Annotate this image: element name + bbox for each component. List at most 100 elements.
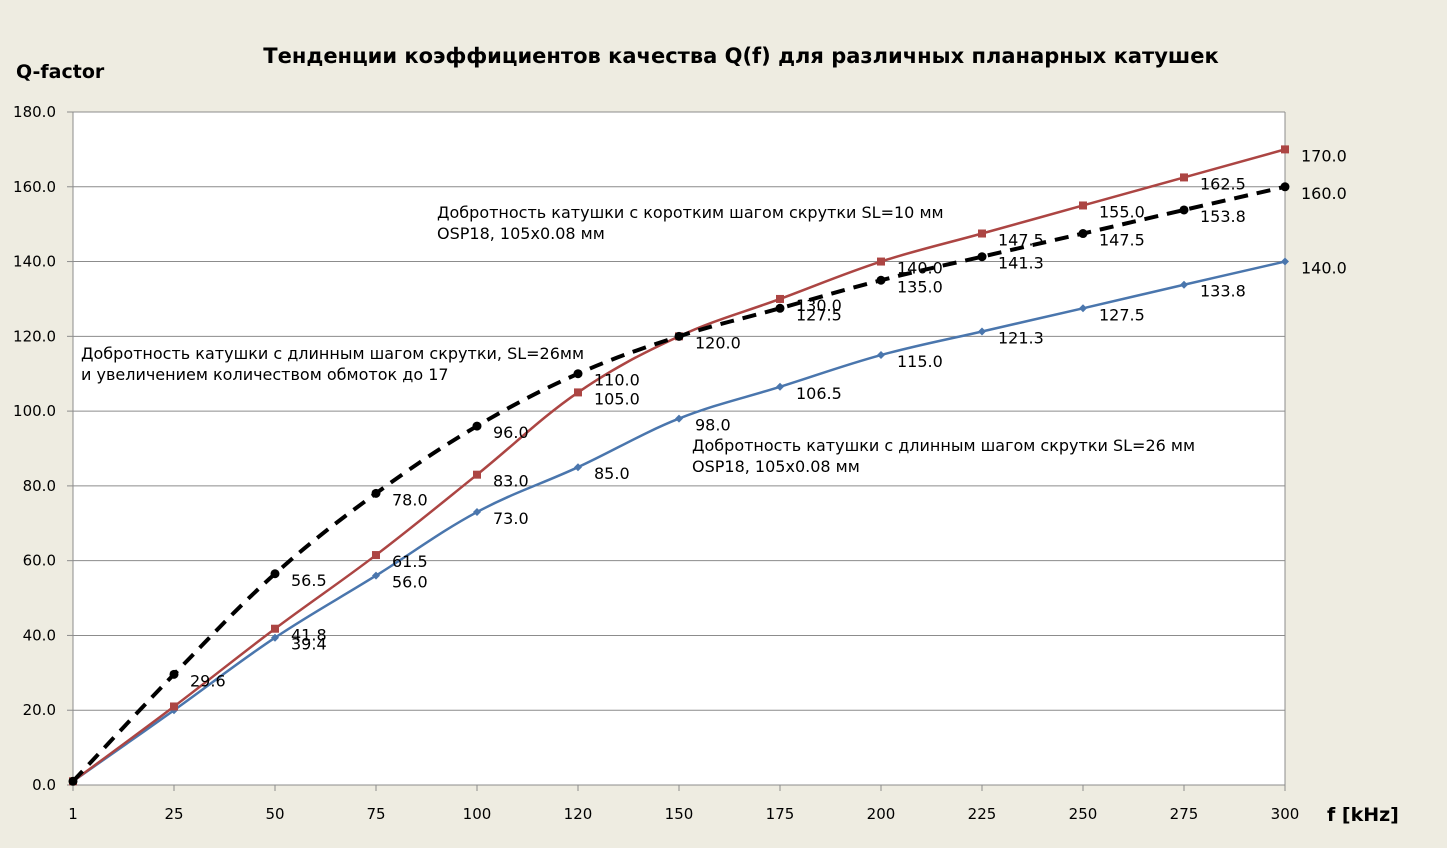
x-tick-label: 75 [366,805,385,823]
series-blue-point [1079,304,1087,313]
x-tick-label: 120 [564,805,593,823]
annotation-text: OSP18, 105x0.08 мм [437,224,605,243]
series-red-point [473,470,481,479]
series-black-dashed-point [977,252,987,262]
series-blue-data-label: 140.0 [1301,259,1347,278]
x-axis-label: f [kHz] [1327,804,1399,826]
series-red-data-label: 83.0 [493,472,529,491]
y-tick-label: 0.0 [32,776,56,794]
series-red-data-label: 170.0 [1301,146,1347,165]
series-blue-data-label: 56.0 [392,573,428,592]
series-red-data-label: 162.5 [1200,174,1246,193]
series-black-dashed-data-label: 78.0 [392,490,428,509]
series-black-dashed-point [674,331,684,341]
series-blue-data-label: 127.5 [1099,305,1145,324]
series-blue-point [372,571,380,580]
series-black-dashed-point [68,776,78,786]
y-tick-label: 180.0 [13,103,56,121]
series-blue-data-label: 73.0 [493,509,529,528]
series-black-dashed-data-label: 147.5 [1099,231,1145,250]
x-tick-label: 200 [867,805,896,823]
series-black-dashed-data-label: 56.5 [291,571,327,590]
series-blue-point [776,382,784,391]
series-black-dashed-data-label: 141.3 [998,254,1044,273]
series-red-point [1079,201,1087,210]
series-red-data-label: 130.0 [796,296,842,315]
series-blue-point [271,633,279,642]
annotation-text: Добротность катушки с длинным шагом скру… [81,344,584,363]
series-red-data-label: 61.5 [392,552,428,571]
series-red-point [574,388,582,397]
x-tick-label: 150 [665,805,694,823]
series-black-dashed-data-label: 29.6 [190,671,226,690]
series-black-dashed-point [472,421,482,431]
y-tick-label: 140.0 [13,253,56,271]
x-tick-label: 175 [766,805,795,823]
series-black-dashed-data-label: 135.0 [897,277,943,296]
series-blue-data-label: 98.0 [695,416,731,435]
x-tick-label: 225 [968,805,997,823]
series-red-data-label: 120.0 [695,333,741,352]
y-tick-label: 160.0 [13,178,56,196]
annotation-text: Добротность катушки с длинным шагом скру… [692,436,1195,455]
series-red-data-label: 155.0 [1099,202,1145,221]
x-tick-labels: 1 25 50 75 100 120 150 175 200 225 250 275 300 [68,805,1299,823]
series-blue-point [978,327,986,336]
series-blue-point [877,351,885,360]
series-blue-point [1281,257,1289,266]
y-tick-label: 20.0 [23,701,56,719]
series-red-point [877,257,885,266]
series-red-point [271,624,279,633]
series-red-point [372,551,380,560]
x-tick-label: 50 [265,805,284,823]
series-blue-data-label: 115.0 [897,352,943,371]
series-blue-point [574,463,582,472]
annotations: Добротность катушки с коротким шагом скр… [81,203,1195,476]
series-red-point [1281,145,1289,154]
x-tick-label: 25 [164,805,183,823]
y-tick-labels: 0.0 20.0 40.0 60.0 80.0 100.0 120.0 140.0 160.0 1… [13,103,56,794]
series-blue-data-label: 85.0 [594,464,630,483]
series-black-dashed-point [270,569,280,579]
series-blue-point [675,414,683,423]
series-blue-data-label: 39.4 [291,635,327,654]
y-tick-label: 80.0 [23,477,56,495]
series-black-dashed-point [1280,182,1290,192]
series-red-data-label: 147.5 [998,231,1044,250]
series-red-point [776,294,784,303]
x-tick-label: 275 [1170,805,1199,823]
plot-area [73,112,1285,785]
y-tick-label: 40.0 [23,626,56,644]
series-black-dashed-point [1179,205,1189,215]
x-tick-label: 300 [1271,805,1300,823]
series-black-dashed-point [573,369,583,379]
series-red-point [978,229,986,238]
x-tick-label: 100 [463,805,492,823]
series-blue-data-label: 133.8 [1200,282,1246,301]
y-tick-label: 100.0 [13,402,56,420]
series-blue-point [1180,280,1188,289]
y-axis-label: Q-factor [16,61,105,83]
series-red-data-label: 41.8 [291,626,327,645]
series-black-dashed-point [1078,229,1088,239]
series-black-dashed-data-label: 110.0 [594,371,640,390]
series-blue-point [473,508,481,517]
series-black-dashed-point [876,275,886,285]
series-black-dashed-data-label: 96.0 [493,423,529,442]
x-tick-label: 250 [1069,805,1098,823]
series-red-point [170,702,178,711]
series-red-data-label: 105.0 [594,389,640,408]
data-labels: 39.4 56.0 73.0 85.0 98.0 106.5 115.0 121.3 127.5… [190,146,1347,690]
y-tick-label: 120.0 [13,327,56,345]
series-group [68,145,1290,786]
series-blue-data-label: 121.3 [998,328,1044,347]
y-tick-label: 60.0 [23,552,56,570]
x-tick-label: 1 [68,805,78,823]
series-black-dashed-data-label: 127.5 [796,305,842,324]
series-black-dashed-point [169,669,179,679]
chart-title: Тенденции коэффициентов качества Q(f) дл… [263,44,1218,68]
annotation-text: и увеличением количеством обмоток до 17 [81,365,449,384]
annotation-text: OSP18, 105x0.08 мм [692,457,860,476]
series-black-dashed-point [775,303,785,313]
